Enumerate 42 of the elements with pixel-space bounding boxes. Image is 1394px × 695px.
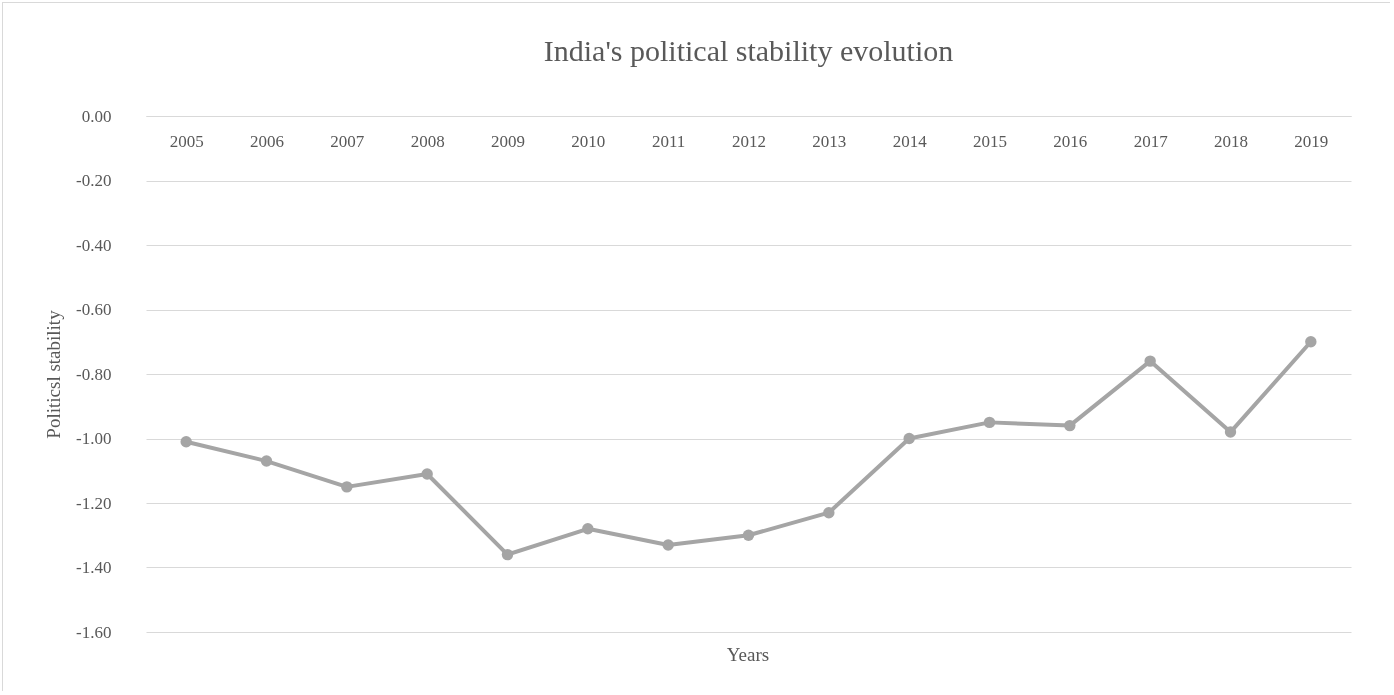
point: [1064, 419, 1076, 432]
point: [1224, 426, 1237, 438]
point: [341, 481, 353, 493]
x-tick-label: 2010: [571, 131, 606, 151]
point: [903, 432, 915, 445]
y-tick-label: -0.80: [76, 364, 112, 384]
x-tick-label: 2008: [410, 131, 445, 151]
point: [662, 539, 674, 551]
x-tick-label: 2014: [892, 131, 928, 151]
point: [983, 416, 996, 429]
x-tick-label: 2006: [250, 131, 284, 151]
x-tick-label: 2012: [732, 131, 766, 151]
y-tick-label: -1.60: [76, 622, 112, 642]
point: [582, 523, 594, 535]
point: [180, 436, 192, 448]
chart-title: India's political stability evolution: [543, 34, 954, 67]
point: [823, 506, 835, 519]
x-tick-label: 2017: [1133, 131, 1169, 151]
point: [501, 548, 514, 561]
x-tick-label: 2018: [1214, 131, 1248, 151]
point: [742, 529, 755, 541]
x-tick-label: 2013: [812, 131, 847, 151]
y-tick-label: -0.20: [76, 171, 112, 190]
y-tick-label: 0.00: [81, 106, 112, 126]
x-tick-label: 2016: [1053, 131, 1088, 151]
y-tick-label: -0.40: [76, 235, 112, 255]
x-tick-label: 2015: [973, 131, 1007, 151]
point: [421, 468, 433, 480]
x-tick-label: 2019: [1294, 131, 1329, 151]
x-tick-label: 2007: [330, 131, 365, 151]
y-tick-label: -1.40: [76, 558, 112, 577]
y-axis-title: Politicsl stability: [43, 309, 65, 439]
x-tick-label: 2009: [491, 131, 525, 151]
x-tick-label: 2005: [169, 131, 204, 151]
y-tick-label: -1.00: [76, 429, 112, 448]
x-tick-label: 2011: [651, 131, 686, 151]
y-tick-label: -1.20: [76, 493, 112, 513]
point: [1305, 336, 1317, 348]
point: [260, 455, 273, 467]
x-axis-title: Years: [726, 644, 770, 665]
y-tick-label: -0.60: [76, 300, 112, 319]
point: [1144, 355, 1156, 367]
